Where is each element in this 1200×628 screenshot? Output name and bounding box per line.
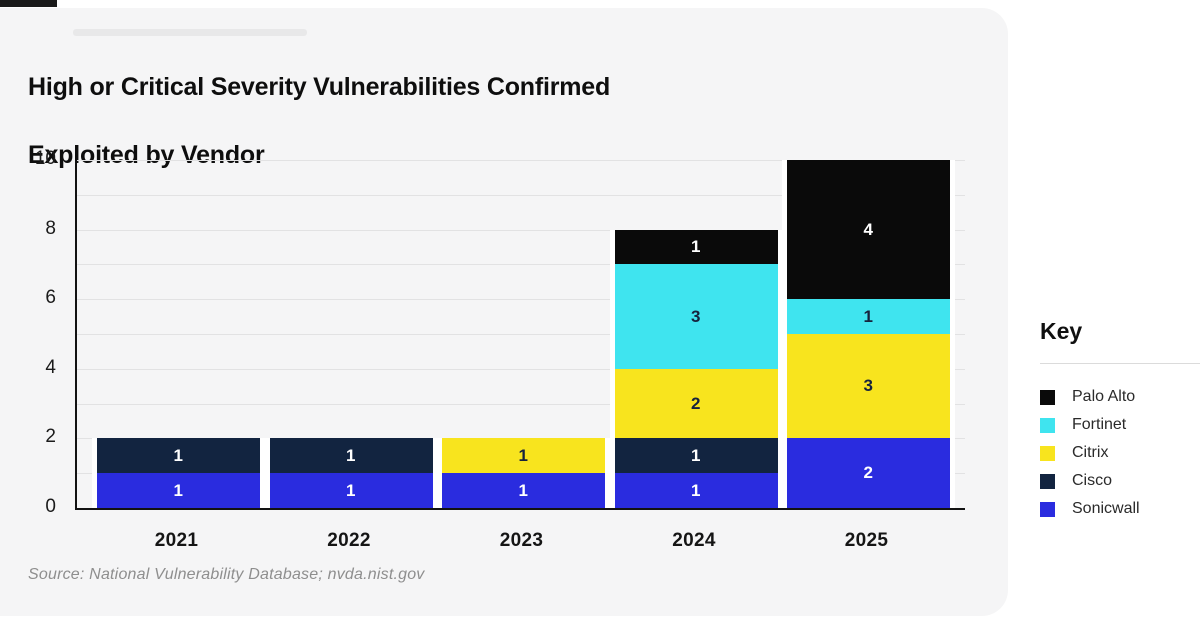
segment-value-label: 2 [863, 463, 874, 483]
y-axis-tick-labels: 0 2 4 6 8 10 [0, 148, 64, 517]
legend-label-palo-alto: Palo Alto [1072, 388, 1136, 405]
legend-title: Key [1040, 318, 1083, 344]
segment-value-label: 4 [863, 219, 874, 239]
legend-row-cisco: Cisco [1040, 467, 1200, 495]
segment-value-label: 2 [691, 393, 701, 413]
legend-label-citrix: Citrix [1072, 444, 1109, 461]
x-axis-label-2025: 2025 [844, 530, 889, 551]
gridline [77, 194, 965, 196]
bar-group-2025: 2 3 1 4 [782, 160, 955, 508]
segment-value-label: 3 [691, 306, 701, 326]
segment-value-label: 1 [346, 445, 356, 465]
chart-card: High or Critical Severity Vulnerabilitie… [0, 8, 1008, 616]
bar-segment-citrix-2024: 2 [614, 368, 778, 439]
segment-value-label: 1 [173, 445, 184, 465]
top-left-crop-mark [0, 0, 57, 7]
chart-title-line-1: High or Critical Severity Vulnerabilitie… [28, 73, 611, 101]
legend-label-sonicwall: Sonicwall [1072, 500, 1140, 517]
legend-label-cisco: Cisco [1072, 472, 1113, 489]
y-axis-tick-label: 8 [45, 217, 56, 239]
bar-segment-cisco-2024: 1 [614, 438, 778, 474]
bar-segment-citrix-2023: 1 [442, 438, 605, 474]
bar-segment-sonicwall-2021: 1 [97, 473, 260, 508]
segment-value-label: 1 [173, 480, 184, 500]
segment-value-label: 1 [691, 237, 701, 257]
bar-segment-fortinet-2025: 1 [787, 299, 950, 335]
segment-value-label: 1 [691, 480, 701, 500]
segment-value-label: 1 [346, 480, 356, 500]
bar-group-2024: 1 1 2 3 1 [609, 229, 783, 508]
legend-label-fortinet: Fortinet [1072, 416, 1127, 433]
legend-divider [1040, 363, 1200, 364]
legend-row-citrix: Citrix [1040, 439, 1200, 467]
legend-row-fortinet: Fortinet [1040, 411, 1200, 439]
legend: Key Palo Alto Fortinet Citrix Cisco Sonicwal… [1040, 316, 1200, 523]
bar-segment-sonicwall-2023: 1 [442, 473, 605, 508]
y-axis-tick-label: 0 [45, 496, 56, 517]
x-axis-label-2021: 2021 [154, 530, 199, 551]
x-axis-label-2023: 2023 [499, 530, 544, 551]
x-axis-labels: 2021 2022 2023 2024 2025 [75, 530, 963, 560]
segment-value-label: 1 [863, 306, 874, 326]
y-axis-tick-label: 6 [45, 287, 56, 309]
bar-segment-sonicwall-2024: 1 [614, 473, 778, 508]
legend-swatch-fortinet [1040, 417, 1055, 433]
legend-swatch-citrix [1040, 445, 1055, 461]
segment-value-label: 1 [518, 480, 529, 500]
legend-swatch-sonicwall [1040, 501, 1055, 517]
y-axis-tick-label: 4 [45, 356, 56, 378]
segment-value-label: 1 [691, 445, 701, 465]
chart-title: High or Critical Severity Vulnerabilitie… [28, 36, 768, 206]
bar-segment-palo-alto-2024: 1 [614, 229, 778, 265]
bar-segment-cisco-2022: 1 [269, 438, 433, 474]
legend-row-sonicwall: Sonicwall [1040, 495, 1200, 523]
bar-segment-sonicwall-2025: 2 [787, 438, 950, 508]
title-smudge [73, 29, 307, 36]
chart-title-line-2: Exploited by Vendor [28, 141, 265, 169]
source-note: Source: National Vulnerability Database;… [28, 566, 425, 583]
gridline [77, 229, 965, 231]
x-axis-label-2024: 2024 [672, 530, 716, 551]
bar-segment-palo-alto-2025: 4 [787, 160, 950, 300]
segment-value-label: 3 [863, 376, 874, 396]
legend-swatch-cisco [1040, 473, 1055, 489]
bar-segment-sonicwall-2022: 1 [269, 473, 433, 508]
y-axis-tick-label: 2 [45, 426, 56, 448]
gridline [77, 334, 965, 335]
y-axis-tick-label: 10 [34, 148, 56, 169]
gridline [77, 368, 965, 370]
bar-segment-citrix-2025: 3 [787, 334, 950, 439]
bar-segment-cisco-2021: 1 [97, 438, 260, 474]
gridline [77, 403, 965, 405]
legend-row-palo-alto: Palo Alto [1040, 383, 1200, 411]
x-axis-label-2022: 2022 [327, 530, 371, 551]
segment-value-label: 1 [518, 445, 529, 465]
legend-swatch-palo-alto [1040, 389, 1055, 405]
legend-rows: Palo Alto Fortinet Citrix Cisco Sonicwall [1040, 383, 1200, 523]
gridline [77, 264, 965, 266]
bar-segment-fortinet-2024: 3 [614, 264, 778, 369]
gridline [77, 160, 965, 161]
gridline [77, 299, 965, 301]
